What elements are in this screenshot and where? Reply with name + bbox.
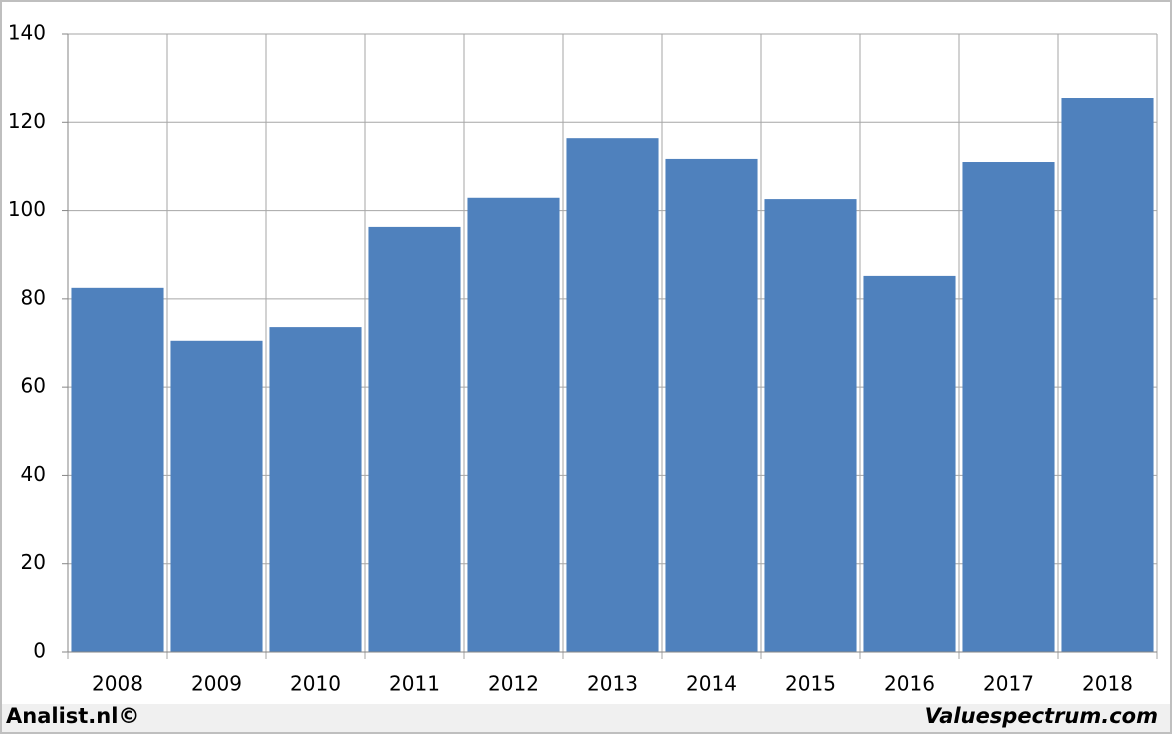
y-tick-label: 120	[8, 109, 46, 133]
bar	[764, 199, 857, 652]
y-tick-label: 20	[21, 550, 46, 574]
x-tick-label: 2014	[686, 672, 737, 696]
y-tick-label: 40	[21, 462, 46, 486]
bar	[269, 327, 362, 652]
bar	[962, 162, 1055, 652]
x-tick-label: 2009	[191, 672, 242, 696]
x-tick-label: 2018	[1082, 672, 1133, 696]
x-tick-label: 2013	[587, 672, 638, 696]
bar	[665, 158, 758, 652]
y-tick-label: 60	[21, 374, 46, 398]
bar	[467, 197, 560, 652]
x-tick-label: 2010	[290, 672, 341, 696]
x-tick-label: 2012	[488, 672, 539, 696]
bar	[170, 340, 263, 652]
footer-band	[2, 704, 1170, 732]
y-tick-label: 80	[21, 285, 46, 309]
bar	[368, 226, 461, 652]
y-tick-label: 0	[33, 639, 46, 663]
footer-right: Valuespectrum.com	[925, 704, 1158, 728]
bar	[1061, 98, 1154, 652]
x-tick-label: 2016	[884, 672, 935, 696]
bar	[863, 275, 956, 652]
y-tick-label: 100	[8, 197, 46, 221]
x-tick-label: 2011	[389, 672, 440, 696]
footer-left: Analist.nl©	[6, 704, 139, 728]
x-tick-label: 2015	[785, 672, 836, 696]
bar	[566, 138, 659, 653]
y-tick-label: 140	[8, 21, 46, 45]
x-tick-label: 2008	[92, 672, 143, 696]
x-tick-label: 2017	[983, 672, 1034, 696]
bar	[71, 287, 164, 652]
